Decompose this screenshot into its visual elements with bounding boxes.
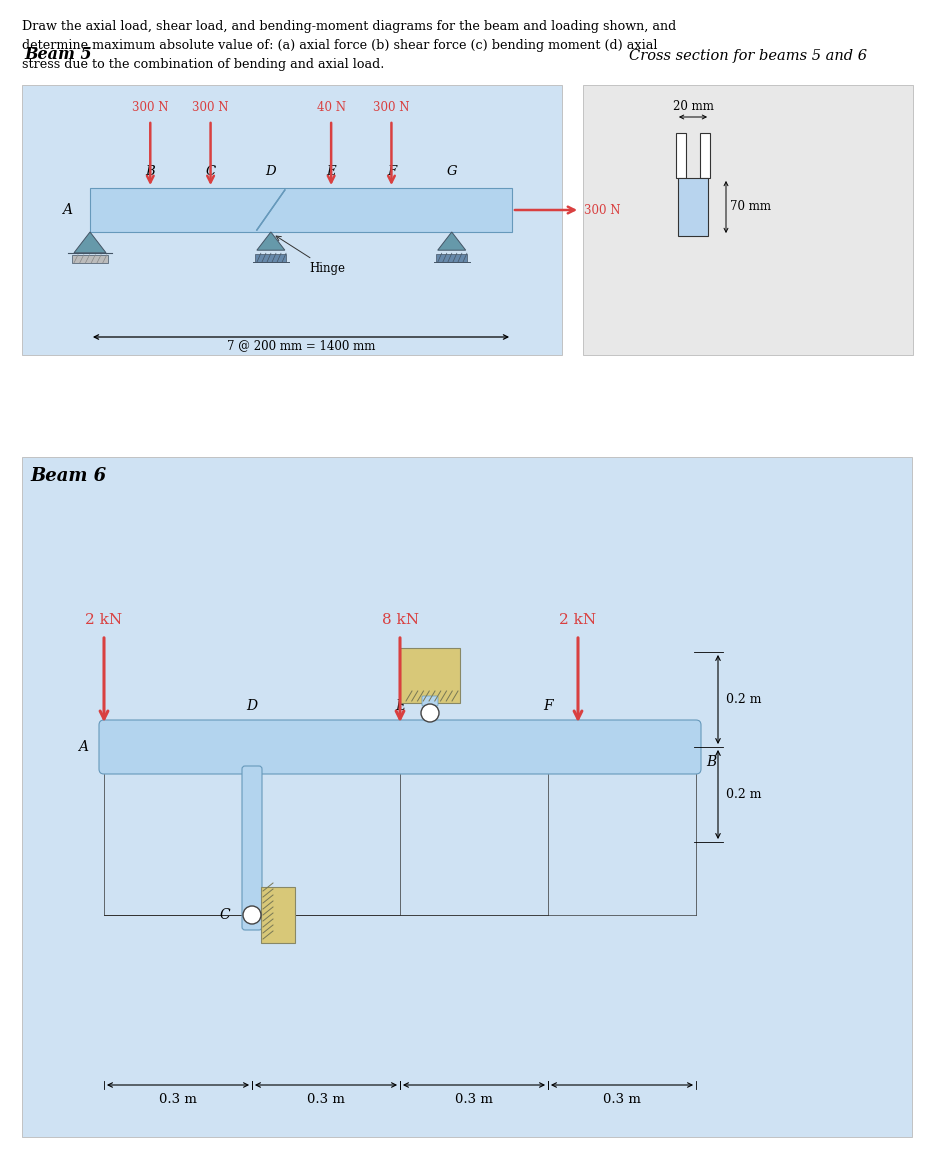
Circle shape — [421, 704, 439, 721]
Text: A: A — [78, 740, 88, 754]
Polygon shape — [256, 231, 285, 250]
Text: E: E — [395, 699, 405, 713]
FancyBboxPatch shape — [242, 766, 262, 929]
Bar — [22, 457, 912, 1137]
FancyBboxPatch shape — [99, 720, 701, 774]
Text: B: B — [706, 756, 716, 768]
Text: Beam 5: Beam 5 — [24, 46, 92, 63]
Text: 7 @ 200 mm = 1400 mm: 7 @ 200 mm = 1400 mm — [227, 340, 375, 352]
Text: 70 mm: 70 mm — [730, 201, 771, 214]
Text: 0.2 m: 0.2 m — [726, 788, 762, 801]
Text: 0.3 m: 0.3 m — [455, 1093, 493, 1106]
Text: F: F — [387, 165, 396, 177]
Text: determine maximum absolute value of: (a) axial force (b) shear force (c) bending: determine maximum absolute value of: (a)… — [22, 39, 657, 52]
Text: 8 kN: 8 kN — [382, 613, 418, 627]
Circle shape — [243, 906, 261, 924]
Text: A: A — [62, 203, 72, 217]
Text: C: C — [206, 165, 215, 177]
Text: 0.3 m: 0.3 m — [307, 1093, 345, 1106]
Text: Draw the axial load, shear load, and bending-moment diagrams for the beam and lo: Draw the axial load, shear load, and ben… — [22, 20, 676, 33]
Bar — [22, 85, 562, 355]
Text: F: F — [543, 699, 553, 713]
Text: 300 N: 300 N — [584, 203, 621, 216]
Text: 2 kN: 2 kN — [560, 613, 596, 627]
Text: G: G — [405, 691, 416, 705]
Text: 20 mm: 20 mm — [673, 100, 713, 113]
Bar — [700, 133, 710, 177]
Bar — [90, 188, 512, 231]
Bar — [678, 177, 708, 236]
Text: 300 N: 300 N — [192, 101, 228, 114]
Bar — [676, 133, 686, 177]
Bar — [400, 647, 460, 703]
Text: 2 kN: 2 kN — [85, 613, 123, 627]
Text: 300 N: 300 N — [132, 101, 168, 114]
Text: 0.2 m: 0.2 m — [726, 693, 762, 706]
Text: Cross section for beams 5 and 6: Cross section for beams 5 and 6 — [629, 49, 867, 63]
Text: D: D — [246, 699, 257, 713]
Text: G: G — [446, 165, 457, 177]
FancyBboxPatch shape — [422, 696, 438, 706]
Polygon shape — [438, 231, 466, 250]
Bar — [261, 887, 295, 944]
Text: 40 N: 40 N — [316, 101, 345, 114]
Text: C: C — [219, 908, 230, 922]
Text: 0.3 m: 0.3 m — [159, 1093, 197, 1106]
Text: Hinge: Hinge — [276, 236, 344, 275]
Bar — [583, 85, 913, 355]
Bar — [256, 254, 286, 262]
Polygon shape — [74, 231, 106, 253]
Text: B: B — [145, 165, 155, 177]
Text: 0.3 m: 0.3 m — [603, 1093, 641, 1106]
Text: E: E — [327, 165, 336, 177]
Text: stress due to the combination of bending and axial load.: stress due to the combination of bending… — [22, 58, 385, 70]
Text: 300 N: 300 N — [373, 101, 410, 114]
Text: D: D — [266, 165, 276, 177]
Bar — [436, 254, 467, 262]
Text: Beam 6: Beam 6 — [30, 466, 106, 485]
Bar — [72, 255, 108, 263]
